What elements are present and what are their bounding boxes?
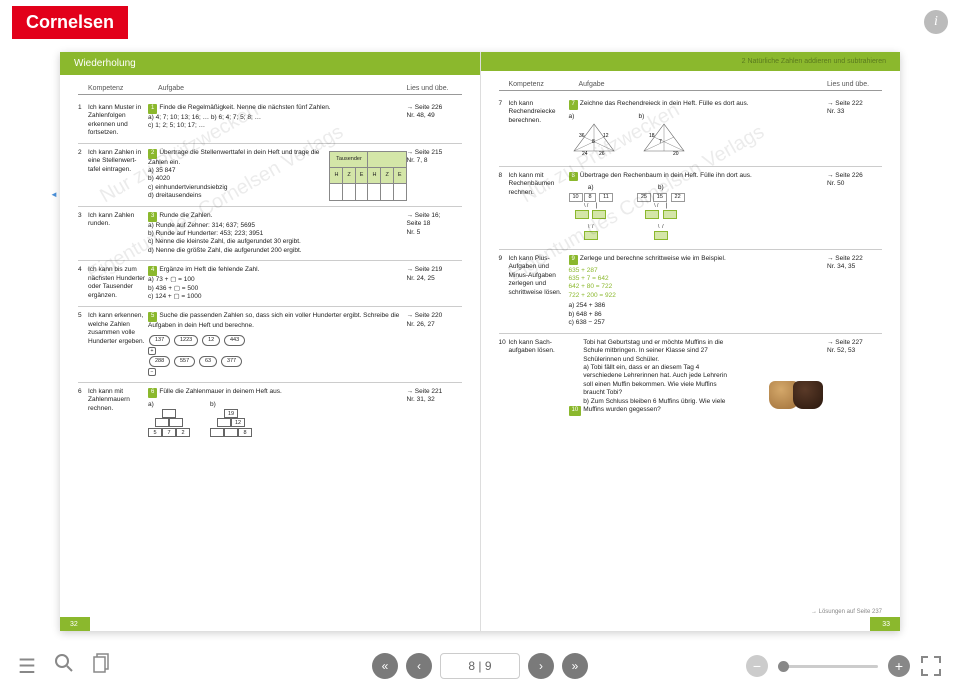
book-viewer: Nur zu Prüfzwecken Eigentum des Cornelse… <box>60 52 900 631</box>
zahlenmauer: a) 572 b) 19 12 8 <box>148 401 407 438</box>
solutions-reference: → Lösungen auf Seite 237 <box>811 609 882 615</box>
zoom-slider[interactable] <box>778 665 878 668</box>
prev-page-button[interactable]: ‹ <box>406 653 432 679</box>
page-number: 33 <box>481 617 901 631</box>
chapter-title: 2 Natürliche Zahlen addieren und subtrah… <box>481 52 901 71</box>
table-row: 2 Ich kann Zahlen in eine Stellenwert-ta… <box>78 144 462 207</box>
info-button[interactable]: i <box>924 10 948 34</box>
table-row: 3 Ich kann Zahlen runden. 3Runde die Zah… <box>78 207 462 262</box>
page-left: Nur zu Prüfzwecken Eigentum des Cornelse… <box>60 52 481 631</box>
muffin-image <box>769 381 823 412</box>
svg-text:24: 24 <box>582 151 588 157</box>
stellenwert-table: Tausender HZEHZE <box>329 151 406 201</box>
zoom-out-button[interactable]: − <box>746 655 768 677</box>
last-page-button[interactable]: » <box>562 653 588 679</box>
search-icon[interactable] <box>54 653 74 679</box>
fullscreen-button[interactable] <box>920 655 942 677</box>
col-kompetenz: Kompetenz <box>88 85 158 92</box>
number-bubbles: 137 1223 12 443 + 288 557 63 377 − <box>148 334 407 377</box>
zoom-thumb[interactable] <box>778 661 789 672</box>
first-page-button[interactable]: « <box>372 653 398 679</box>
svg-text:36: 36 <box>579 133 585 139</box>
svg-text:12: 12 <box>603 133 609 139</box>
page-indicator[interactable]: 8 | 9 <box>440 653 520 679</box>
table-row: 10 Ich kann Sach-aufgaben lösen. 10Tobi … <box>499 334 883 421</box>
svg-text:20: 20 <box>673 151 679 157</box>
svg-text:7: 7 <box>659 139 662 145</box>
brand-logo[interactable]: Cornelsen <box>12 6 128 39</box>
next-page-button[interactable]: › <box>528 653 554 679</box>
page-number: 32 <box>60 617 480 631</box>
toc-icon[interactable]: ☰ <box>18 654 36 679</box>
triangles: a)361224268 b)18720 <box>569 113 828 161</box>
page-right: Nur zu Prüfzwecken Eigentum des Cornelse… <box>481 52 901 631</box>
table-header: Kompetenz Aufgabe Lies und übe. <box>499 81 883 91</box>
page-title: Wiederholung <box>60 52 480 75</box>
toolbar: ☰ « ‹ 8 | 9 › » − + <box>0 641 960 691</box>
col-aufgabe: Aufgabe <box>158 85 407 92</box>
table-row: 5 Ich kann erkennen, welche Zahlen zusam… <box>78 307 462 382</box>
table-row: 8 Ich kann mit Rechenbäumen rechnen. 8Üb… <box>499 167 883 250</box>
svg-text:18: 18 <box>649 133 655 139</box>
table-header: Kompetenz Aufgabe Lies und übe. <box>78 85 462 95</box>
svg-text:26: 26 <box>599 151 605 157</box>
svg-text:8: 8 <box>592 139 595 145</box>
rechenbaum: a) 10 8 11 \ / | \ / b) 25 15 22 \ / | <box>569 184 828 243</box>
table-row: 4 Ich kann bis zum nächsten Hunderter od… <box>78 261 462 307</box>
table-row: 6 Ich kann mit Zahlenmauern rechnen. 6Fü… <box>78 383 462 443</box>
zoom-in-button[interactable]: + <box>888 655 910 677</box>
col-ref: Lies und übe. <box>407 85 462 92</box>
table-row: 9 Ich kann Plus-Aufgaben und Minus-Aufga… <box>499 250 883 334</box>
table-row: 7 Ich kann Rechendreiecke berechnen. 7Ze… <box>499 95 883 167</box>
table-row: 1 Ich kann Muster in Zahlenfolgen erkenn… <box>78 99 462 144</box>
pages-icon[interactable] <box>92 653 110 679</box>
